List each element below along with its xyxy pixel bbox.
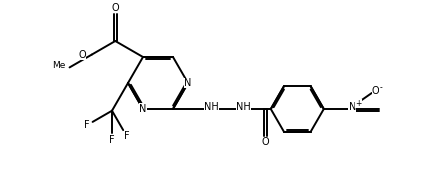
Text: N: N: [348, 102, 355, 112]
Text: F: F: [124, 131, 129, 141]
Text: O: O: [111, 3, 119, 13]
Text: Me: Me: [52, 61, 66, 70]
Text: F: F: [83, 120, 89, 130]
Text: +: +: [354, 99, 361, 108]
Text: F: F: [109, 135, 115, 145]
Text: O: O: [261, 137, 269, 147]
Text: O: O: [78, 50, 85, 60]
Text: N: N: [139, 104, 146, 114]
Text: NH: NH: [204, 102, 218, 112]
Text: O: O: [371, 86, 379, 96]
Text: -: -: [378, 83, 381, 92]
Text: NH: NH: [236, 102, 250, 112]
Text: N: N: [184, 78, 191, 88]
